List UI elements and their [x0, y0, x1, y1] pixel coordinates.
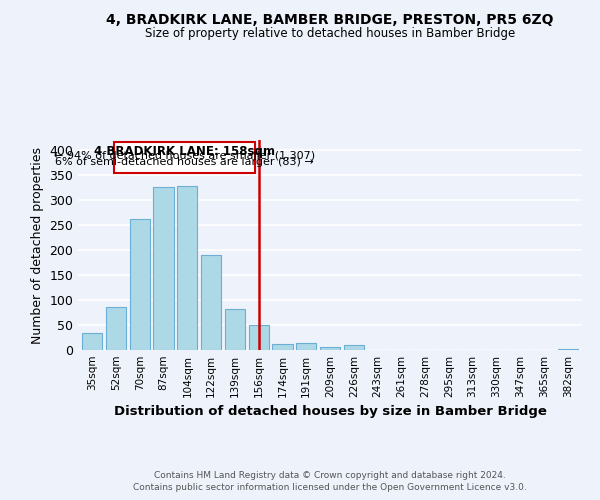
Bar	[130, 219, 150, 350]
Bar	[201, 254, 221, 350]
Text: 6% of semi-detached houses are larger (83) →: 6% of semi-detached houses are larger (8…	[55, 157, 314, 167]
Bar	[82, 332, 103, 350]
Bar	[106, 306, 126, 350]
Bar	[296, 342, 316, 350]
Bar	[272, 344, 293, 350]
Bar	[154, 187, 173, 350]
Text: 4, BRADKIRK LANE, BAMBER BRIDGE, PRESTON, PR5 6ZQ: 4, BRADKIRK LANE, BAMBER BRIDGE, PRESTON…	[106, 12, 554, 26]
Bar	[320, 346, 340, 350]
X-axis label: Distribution of detached houses by size in Bamber Bridge: Distribution of detached houses by size …	[113, 406, 547, 418]
Text: Contains HM Land Registry data © Crown copyright and database right 2024.
Contai: Contains HM Land Registry data © Crown c…	[133, 471, 527, 492]
Text: 4 BRADKIRK LANE: 158sqm: 4 BRADKIRK LANE: 158sqm	[94, 145, 275, 158]
Text: ← 94% of detached houses are smaller (1,307): ← 94% of detached houses are smaller (1,…	[54, 151, 315, 161]
Bar	[248, 325, 269, 350]
Bar	[344, 345, 364, 350]
Bar	[225, 308, 245, 350]
Text: Size of property relative to detached houses in Bamber Bridge: Size of property relative to detached ho…	[145, 28, 515, 40]
Y-axis label: Number of detached properties: Number of detached properties	[31, 146, 44, 344]
Bar	[177, 186, 197, 350]
Bar	[557, 349, 578, 350]
FancyBboxPatch shape	[113, 142, 255, 173]
